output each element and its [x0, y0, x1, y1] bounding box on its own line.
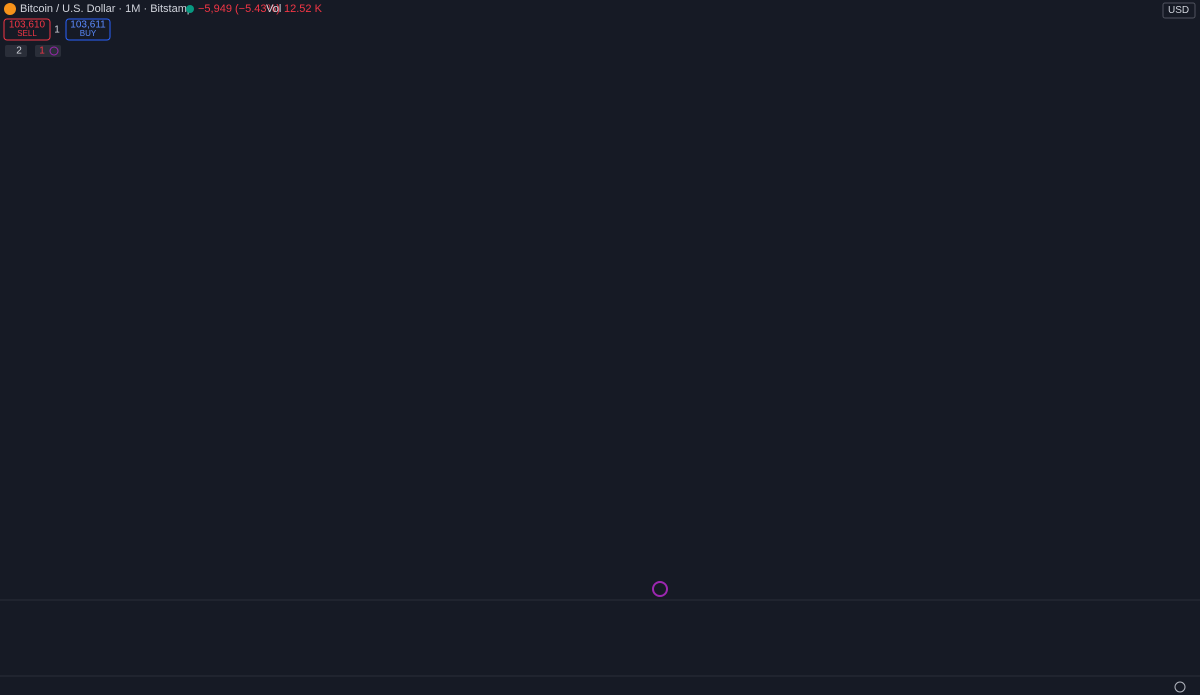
sell-price[interactable]: 103,610 — [9, 20, 46, 31]
events-icon[interactable] — [652, 581, 668, 597]
quantity: 1 — [54, 25, 60, 36]
volume-label: Vol — [266, 3, 281, 15]
legend-count[interactable]: 2 — [16, 46, 22, 57]
buy-button[interactable] — [65, 18, 111, 41]
layers-count[interactable]: 1 — [39, 46, 45, 57]
layers-icon[interactable] — [49, 46, 59, 56]
layers-toggle[interactable] — [35, 45, 61, 57]
legend-toggle[interactable] — [5, 45, 27, 57]
coin-icon — [4, 3, 16, 15]
market-status — [186, 5, 194, 13]
volume-value: 12.52 K — [284, 3, 323, 15]
currency-button[interactable] — [1162, 2, 1196, 19]
buy-price[interactable]: 103,611 — [70, 20, 106, 31]
sell-button[interactable] — [3, 18, 51, 41]
sell-label[interactable]: SELL — [17, 29, 37, 38]
settings-icon[interactable] — [1174, 681, 1186, 693]
symbol-title: Bitcoin / U.S. Dollar · 1M · Bitstamp — [20, 3, 193, 15]
price-axis-bg — [1160, 0, 1200, 695]
currency[interactable]: USD — [1168, 5, 1189, 16]
price-change: −5,949 (−5.43%) — [198, 3, 280, 15]
buy-label[interactable]: BUY — [80, 29, 97, 38]
